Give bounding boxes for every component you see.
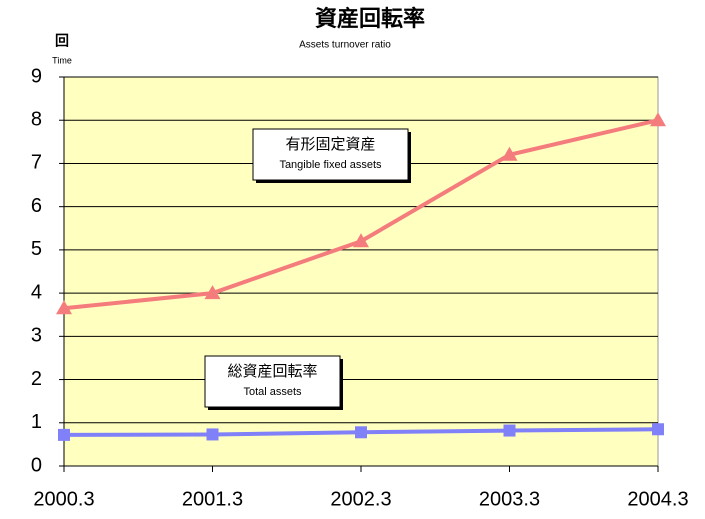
series-label: 総資産回転率 [227,363,317,380]
y-tick-label: 8 [31,109,42,131]
marker [204,285,221,300]
marker [206,428,219,441]
x-tick-label: 2004.3 [627,488,688,510]
marker [652,423,664,436]
y-axis-label: 回 [55,33,69,49]
y-tick-label: 9 [31,65,42,87]
y-tick-label: 0 [31,454,42,476]
series-label-en: Total assets [243,386,302,398]
marker [503,424,516,437]
chart-title: 資産回転率 [315,6,425,31]
y-tick-label: 7 [31,152,42,174]
y-tick-label: 1 [31,411,42,433]
marker [56,300,72,315]
x-tick-label: 2003.3 [479,488,540,510]
label-box [252,128,409,181]
y-tick-label: 4 [31,281,42,303]
label-box [204,355,341,408]
x-tick-label: 2000.3 [33,488,94,510]
y-tick-label: 3 [31,325,42,347]
y-tick-label: 2 [31,368,42,390]
x-tick-label: 2002.3 [330,488,391,510]
marker [58,428,70,441]
marker [650,112,666,127]
marker [353,233,369,248]
y-tick-label: 6 [31,195,42,217]
x-tick-label: 2001.3 [182,488,243,510]
marker [501,146,518,161]
chart-subtitle: Assets turnover ratio [299,40,391,51]
series-label: 有形固定資産 [285,136,375,153]
marker [355,426,367,439]
y-axis-label-en: Time [52,55,72,65]
series-label-en: Tangible fixed assets [279,159,382,171]
y-tick-label: 5 [31,238,42,260]
